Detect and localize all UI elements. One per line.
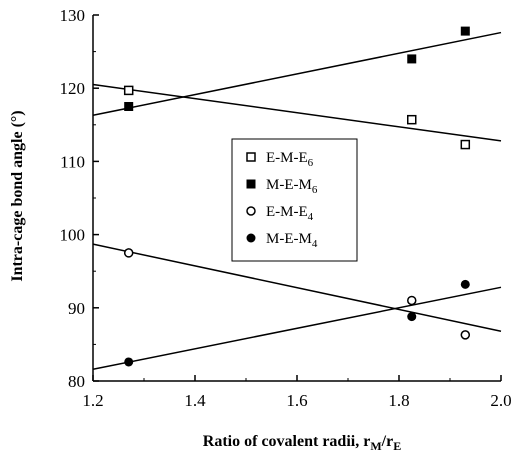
legend-marker-open-circle: [246, 206, 256, 216]
fit-line-open-circle: [92, 243, 502, 332]
y-axis-title: Intra-cage bond angle (°): [9, 110, 26, 281]
fit-line-filled-square: [92, 31, 502, 117]
y-tick-label: 90: [68, 299, 85, 318]
x-axis-title: Ratio of covalent radii, rM/rE: [203, 433, 401, 453]
fit-line-filled-circle: [92, 286, 502, 371]
legend-label: E-M-E6: [266, 150, 314, 169]
data-point-filled-square: [460, 26, 470, 36]
fit-line-open-square: [92, 83, 502, 142]
x-tick-label: 1.6: [286, 391, 307, 410]
legend-label: M-E-M4: [266, 231, 318, 250]
data-point-filled-circle: [124, 357, 134, 367]
y-tick-label: 120: [60, 79, 86, 98]
legend: E-M-E6 M-E-M6 E-M-E4 M-E-M4: [231, 138, 358, 262]
data-point-open-circle: [123, 248, 134, 258]
x-tick-label: 2.0: [490, 391, 511, 410]
data-point-filled-circle: [407, 312, 417, 322]
y-tick-label: 130: [60, 6, 86, 25]
data-point-filled-square: [124, 102, 134, 111]
data-point-open-square: [407, 114, 417, 125]
x-tick-label: 1.4: [184, 391, 206, 410]
x-tick-label: 1.2: [82, 391, 103, 410]
y-tick-label: 100: [60, 226, 86, 245]
data-point-open-square: [123, 85, 134, 96]
legend-marker-filled-square: [246, 179, 256, 189]
data-point-filled-square: [407, 54, 417, 64]
axis-ticks: 1.2 1.4 1.6 1.8 2.0 80 90 100 110 120 130: [60, 6, 512, 410]
data-point-open-square: [460, 139, 471, 150]
data-point-filled-circle: [460, 279, 470, 289]
x-tick-label: 1.8: [388, 391, 409, 410]
legend-marker-open-square: [246, 152, 256, 162]
y-tick-label: 80: [68, 372, 85, 391]
legend-marker-filled-circle: [246, 233, 256, 243]
fit-lines: [92, 31, 502, 371]
data-point-open-circle: [407, 295, 417, 306]
data-point-open-circle: [460, 330, 471, 340]
y-tick-label: 110: [60, 152, 85, 171]
legend-label: M-E-M6: [266, 177, 318, 196]
data-points: [123, 26, 471, 367]
legend-label: E-M-E4: [266, 204, 314, 223]
